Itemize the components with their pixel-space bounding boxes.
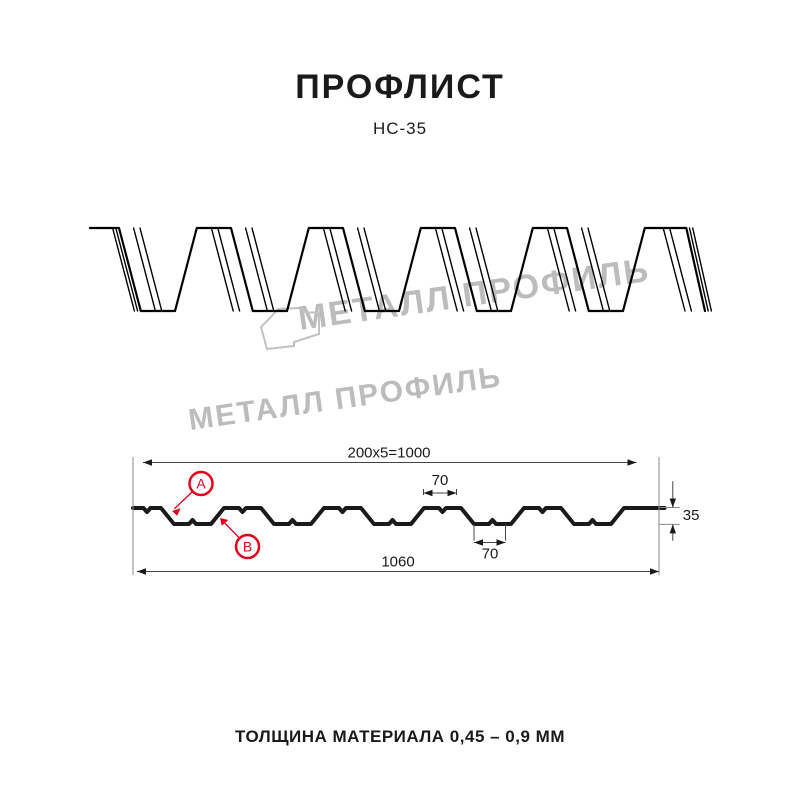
svg-text:200x5=1000: 200x5=1000 (348, 445, 431, 462)
svg-text:1060: 1060 (381, 554, 414, 571)
svg-text:70: 70 (432, 472, 449, 489)
svg-text:B: B (243, 539, 252, 555)
svg-text:35: 35 (683, 507, 700, 524)
svg-text:МЕТАЛЛ ПРОФИЛЬ: МЕТАЛЛ ПРОФИЛЬ (186, 360, 504, 437)
svg-text:A: A (196, 476, 206, 492)
svg-text:70: 70 (482, 546, 499, 563)
